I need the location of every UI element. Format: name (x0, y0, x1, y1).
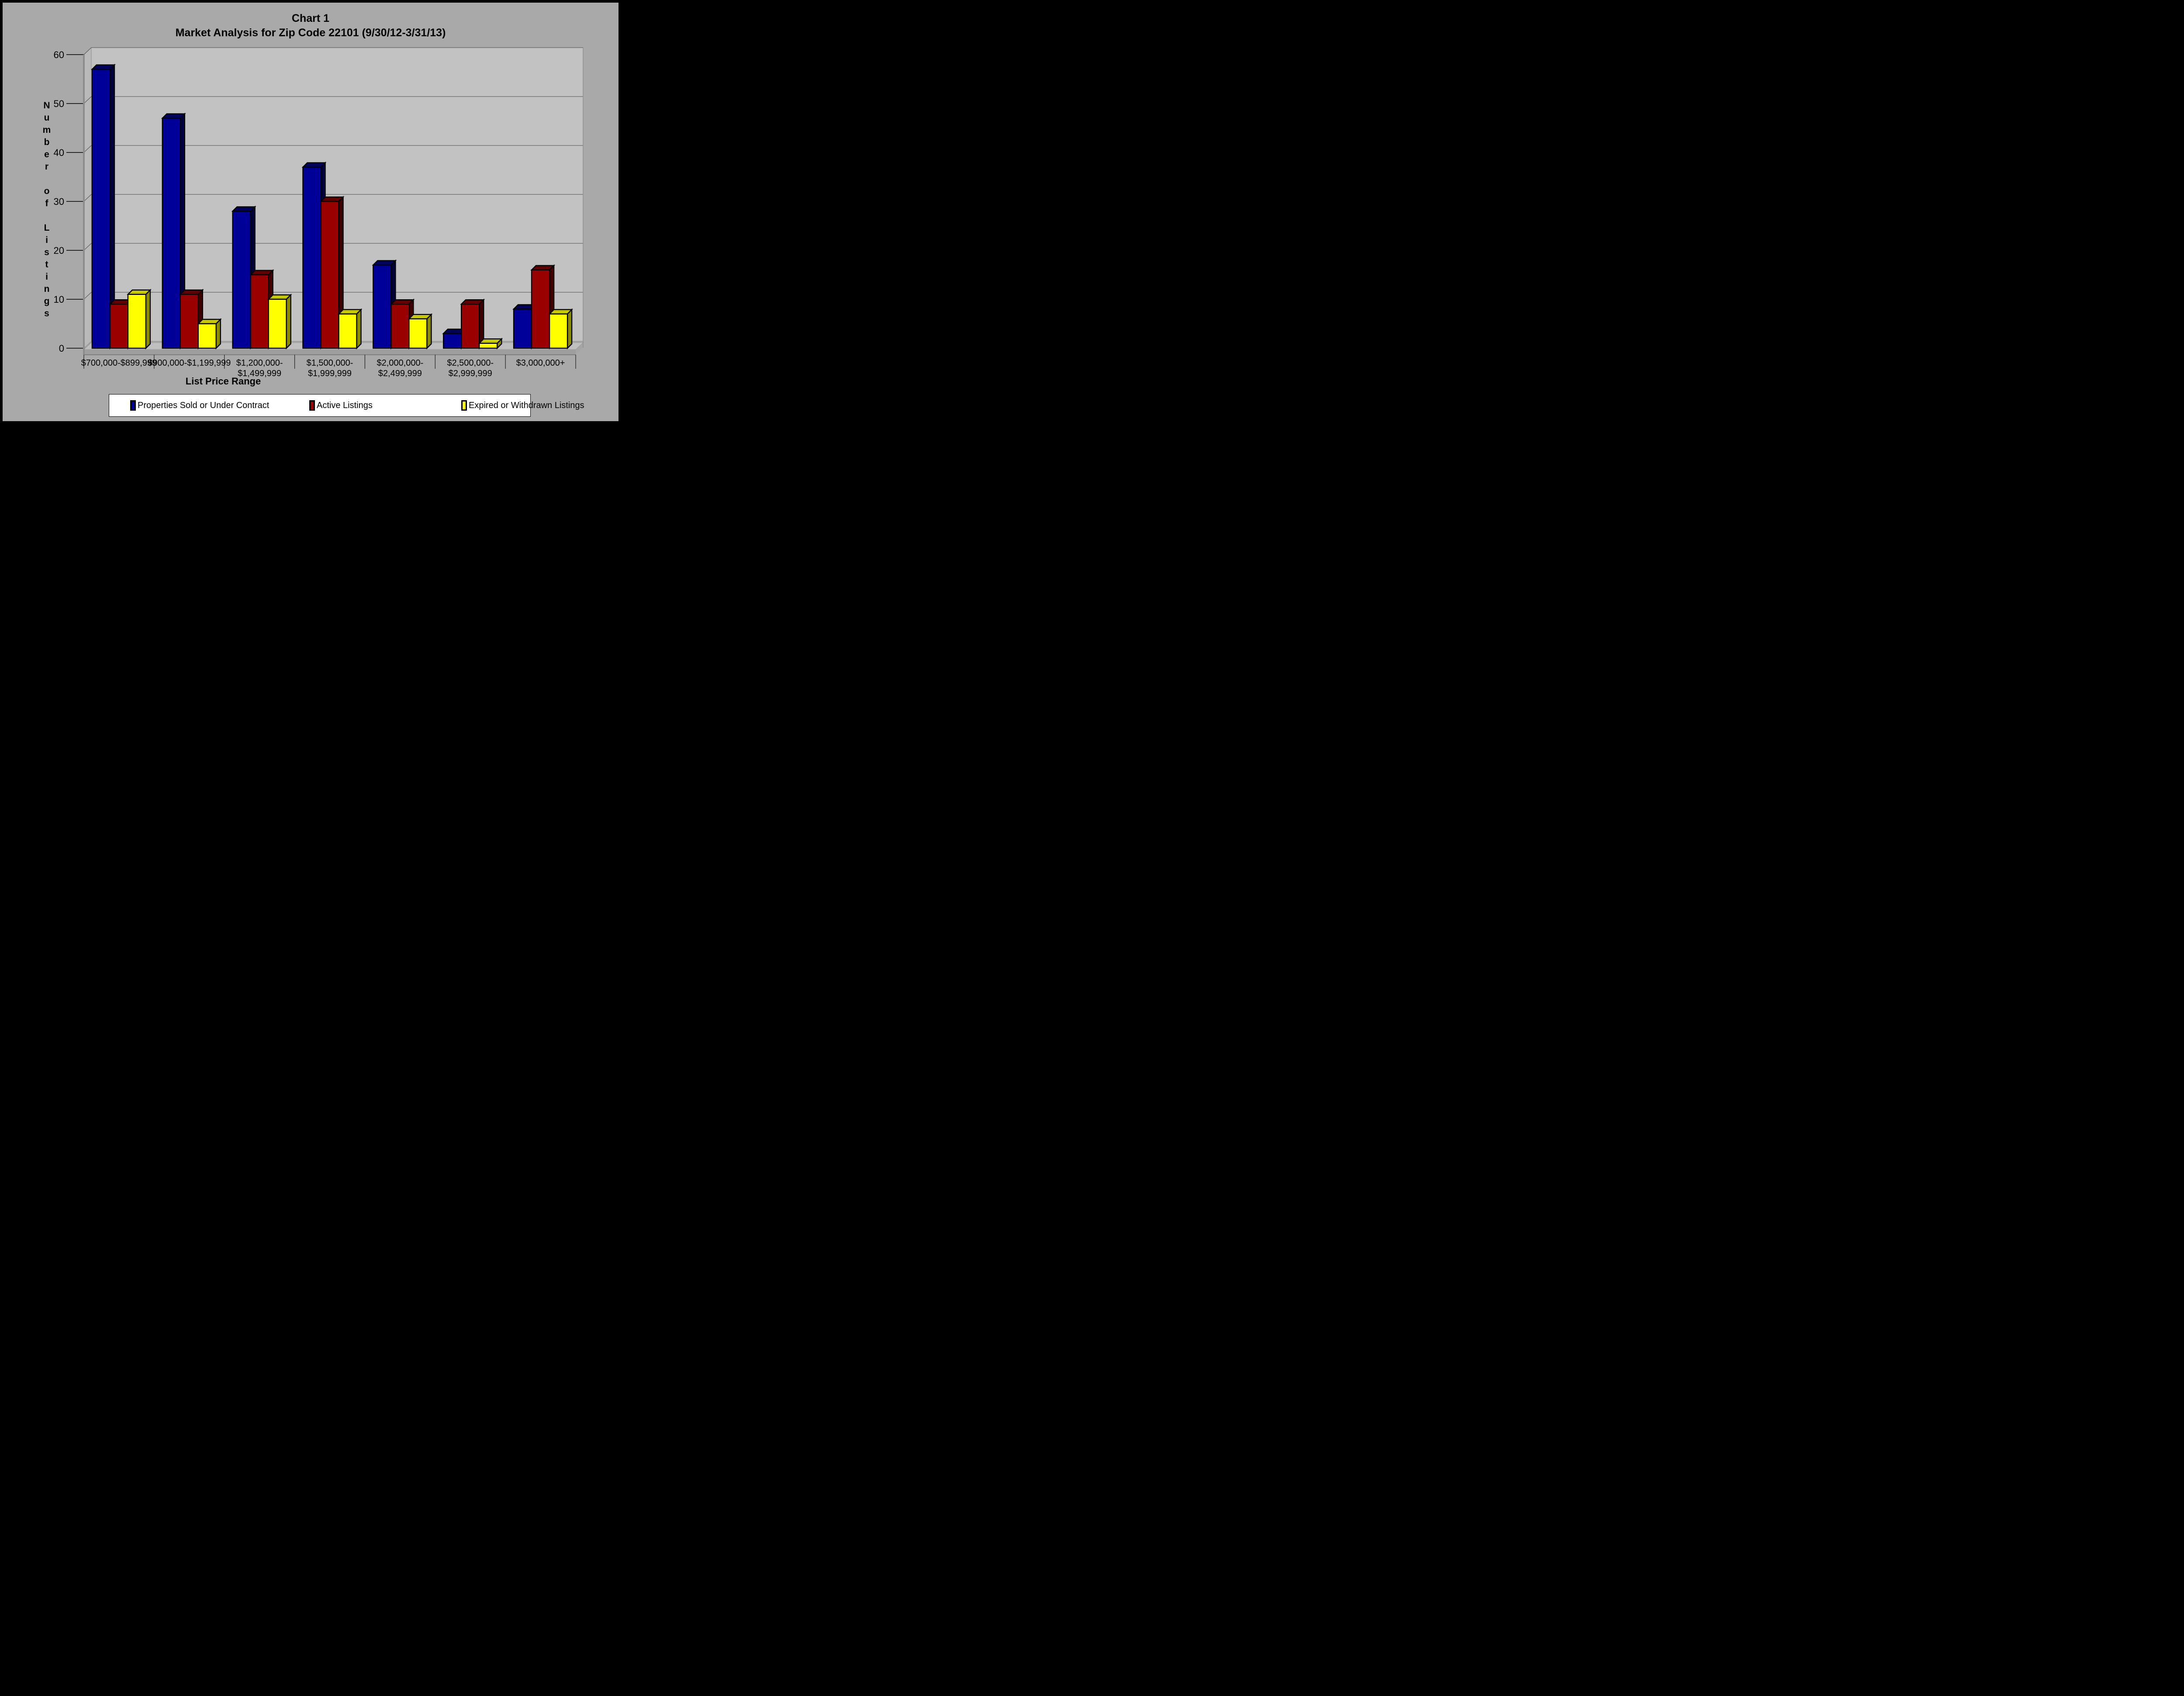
legend-swatch-icon (130, 400, 136, 411)
bar-side-face (356, 308, 362, 350)
gridline-wall-joint (83, 194, 92, 202)
x-axis-title: List Price Range (185, 376, 261, 387)
bar (268, 298, 287, 349)
floor-front-face (84, 350, 576, 355)
bar (109, 304, 129, 349)
x-category-label: $2,500,000-$2,999,999 (447, 358, 494, 378)
chart-window: Chart 1 Market Analysis for Zip Code 221… (0, 0, 621, 424)
legend-label: Active Listings (317, 400, 373, 410)
y-tick-label: 40 (54, 147, 64, 158)
bar (338, 313, 357, 349)
legend-item: Active Listings (309, 395, 373, 416)
y-axis-title: N u m b e r o f L i s t i n g s (42, 100, 51, 318)
bar (127, 294, 147, 349)
bar (320, 201, 339, 349)
bar (513, 308, 532, 349)
bar (302, 166, 321, 349)
bar-side-face (286, 294, 291, 350)
bar (232, 211, 251, 349)
bar (373, 264, 392, 349)
gridline-wall-joint (83, 243, 92, 251)
legend-swatch-icon (461, 400, 467, 411)
y-tick-label: 60 (54, 49, 64, 60)
bar-side-face (567, 308, 573, 350)
x-category-label: $1,200,000-$1,499,999 (236, 358, 283, 378)
x-category-label: $900,000-$1,199,999 (148, 358, 231, 368)
bar (479, 343, 498, 349)
x-category-label: $2,000,000-$2,499,999 (377, 358, 423, 378)
legend-swatch-icon (309, 400, 315, 411)
gridline-wall-joint (83, 292, 92, 300)
y-tick-label: 0 (59, 343, 64, 354)
x-category-label: $700,000-$899,999 (81, 358, 157, 368)
chart-background: Chart 1 Market Analysis for Zip Code 221… (3, 3, 619, 421)
y-tick-label: 10 (54, 294, 64, 305)
bar-side-face (145, 288, 151, 350)
legend-item: Properties Sold or Under Contract (130, 395, 269, 416)
bar (162, 118, 181, 349)
bar (197, 323, 217, 349)
bar (549, 313, 568, 349)
bar (531, 269, 550, 349)
legend-label: Expired or Withdrawn Listings (469, 400, 584, 410)
y-tick-label: 20 (54, 245, 64, 256)
y-tick-label: 50 (54, 98, 64, 109)
bar (408, 318, 428, 349)
x-category-label: $3,000,000+ (516, 358, 565, 368)
bar (461, 304, 480, 349)
legend-item: Expired or Withdrawn Listings (461, 395, 584, 416)
bar-side-face (215, 318, 221, 350)
gridline-wall-joint (83, 47, 92, 55)
bar (390, 304, 410, 349)
y-tick-label: 30 (54, 196, 64, 207)
floor-right-face (576, 343, 583, 355)
x-category-label: $1,500,000-$1,999,999 (307, 358, 353, 378)
chart-title: Chart 1 (291, 12, 330, 24)
gridline-wall-joint (83, 145, 92, 153)
legend-label: Properties Sold or Under Contract (138, 400, 270, 410)
chart-subtitle: Market Analysis for Zip Code 22101 (9/30… (175, 27, 446, 39)
legend: Properties Sold or Under Contract Active … (109, 394, 584, 417)
chart-title-block: Chart 1 Market Analysis for Zip Code 221… (3, 11, 619, 40)
bar (250, 274, 269, 349)
bar (91, 69, 111, 349)
bar (180, 294, 199, 349)
bar-side-face (426, 313, 432, 350)
bar (443, 333, 462, 349)
gridline-wall-joint (83, 96, 92, 104)
plot-area: 0 10 20 30 40 50 60 $700,000-$899,999$900,000-$… (54, 47, 584, 378)
